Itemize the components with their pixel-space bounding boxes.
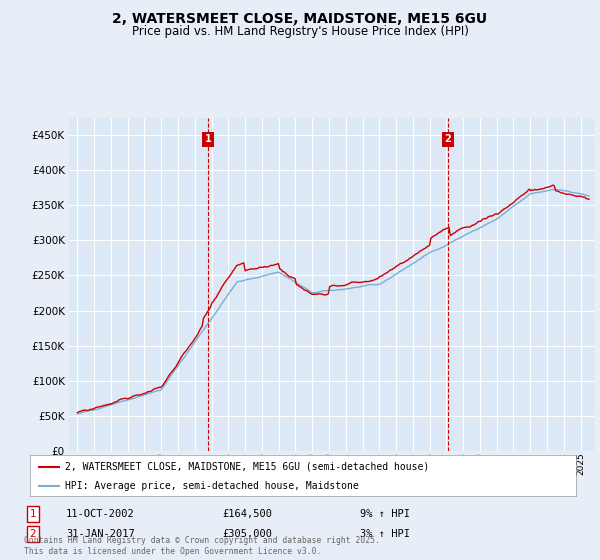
Text: £164,500: £164,500 [222,509,272,519]
Text: 2, WATERSMEET CLOSE, MAIDSTONE, ME15 6GU: 2, WATERSMEET CLOSE, MAIDSTONE, ME15 6GU [112,12,488,26]
Text: 11-OCT-2002: 11-OCT-2002 [66,509,135,519]
Text: 1: 1 [205,134,211,144]
Text: Price paid vs. HM Land Registry's House Price Index (HPI): Price paid vs. HM Land Registry's House … [131,25,469,38]
Text: 2, WATERSMEET CLOSE, MAIDSTONE, ME15 6GU (semi-detached house): 2, WATERSMEET CLOSE, MAIDSTONE, ME15 6GU… [65,461,430,472]
Text: HPI: Average price, semi-detached house, Maidstone: HPI: Average price, semi-detached house,… [65,480,359,491]
Text: 9% ↑ HPI: 9% ↑ HPI [360,509,410,519]
Text: 1: 1 [29,509,37,519]
Text: 31-JAN-2017: 31-JAN-2017 [66,529,135,539]
Text: 2: 2 [445,134,451,144]
Text: 2: 2 [29,529,37,539]
Text: Contains HM Land Registry data © Crown copyright and database right 2025.
This d: Contains HM Land Registry data © Crown c… [24,536,380,556]
Text: £305,000: £305,000 [222,529,272,539]
Text: 3% ↑ HPI: 3% ↑ HPI [360,529,410,539]
